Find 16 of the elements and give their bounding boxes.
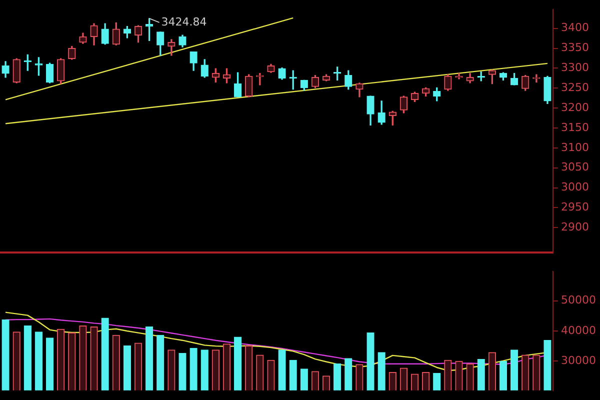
y-tick-label: 2900: [561, 220, 589, 234]
candlestick: [168, 39, 176, 56]
y-tick-label: 3000: [561, 180, 589, 194]
y-tick-label: 30000: [561, 354, 596, 368]
annotation: 3424.84: [161, 15, 207, 28]
y-tick-label: 3400: [561, 21, 589, 34]
y-tick-label: 3250: [561, 81, 589, 94]
y-tick-label: 40000: [561, 324, 596, 337]
y-tick-label: 3300: [561, 61, 589, 74]
y-tick-label: 50000: [561, 294, 596, 307]
y-tick-label: 3150: [561, 120, 589, 134]
y-tick-label: 3350: [561, 41, 589, 54]
y-tick-label: 3100: [561, 140, 589, 154]
y-tick-label: 3050: [561, 160, 589, 174]
y-tick-label: 2950: [561, 200, 589, 214]
y-tick-label: 3200: [561, 100, 589, 114]
